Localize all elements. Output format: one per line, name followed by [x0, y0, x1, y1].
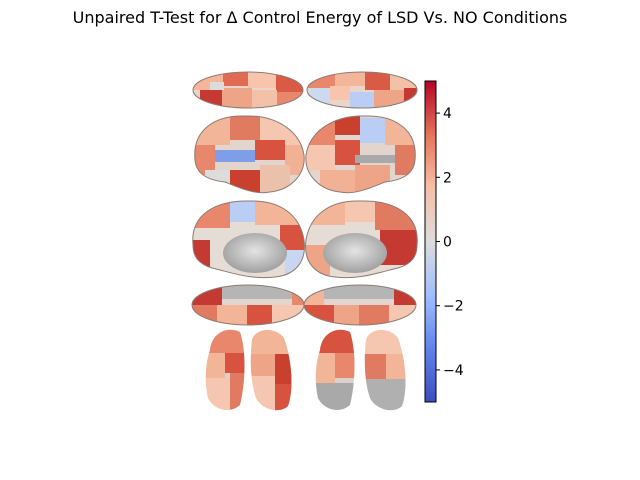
inferior-left-hemisphere: [192, 285, 304, 325]
colorbar-tick-label: 2: [443, 170, 452, 186]
superior-left-hemisphere: [193, 72, 306, 108]
medial-left-hemisphere: [190, 200, 307, 278]
medial-right-hemisphere: [305, 200, 417, 278]
colorbar-tick-label: 4: [443, 106, 452, 122]
inferior-right-hemisphere: [304, 285, 416, 325]
colorbar-tick-label: −2: [443, 299, 464, 315]
lateral-left-hemisphere: [195, 115, 305, 195]
colorbar-gradient: [425, 81, 436, 402]
posterior-view-left: [205, 326, 295, 416]
colorbar: 4 2 0 −2 −4: [425, 81, 464, 402]
posterior-view-right: [315, 326, 409, 414]
lateral-right-hemisphere: [305, 115, 415, 195]
colorbar-ticks: 4 2 0 −2 −4: [436, 106, 464, 379]
colorbar-tick-label: 0: [443, 235, 452, 251]
colorbar-tick-label: −4: [443, 363, 464, 379]
superior-right-hemisphere: [307, 72, 418, 108]
